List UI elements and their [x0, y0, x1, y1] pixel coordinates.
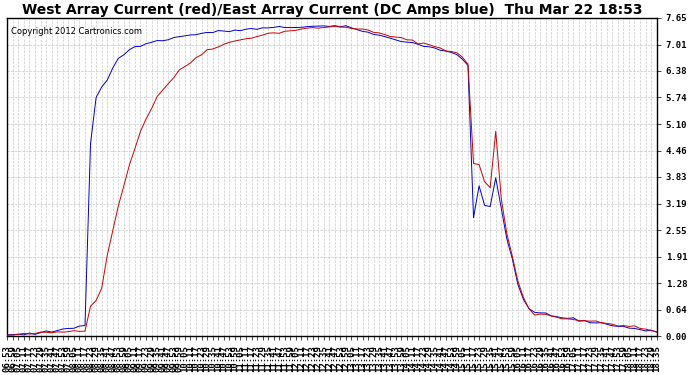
- Title: West Array Current (red)/East Array Current (DC Amps blue)  Thu Mar 22 18:53: West Array Current (red)/East Array Curr…: [22, 3, 642, 17]
- Text: Copyright 2012 Cartronics.com: Copyright 2012 Cartronics.com: [10, 27, 141, 36]
